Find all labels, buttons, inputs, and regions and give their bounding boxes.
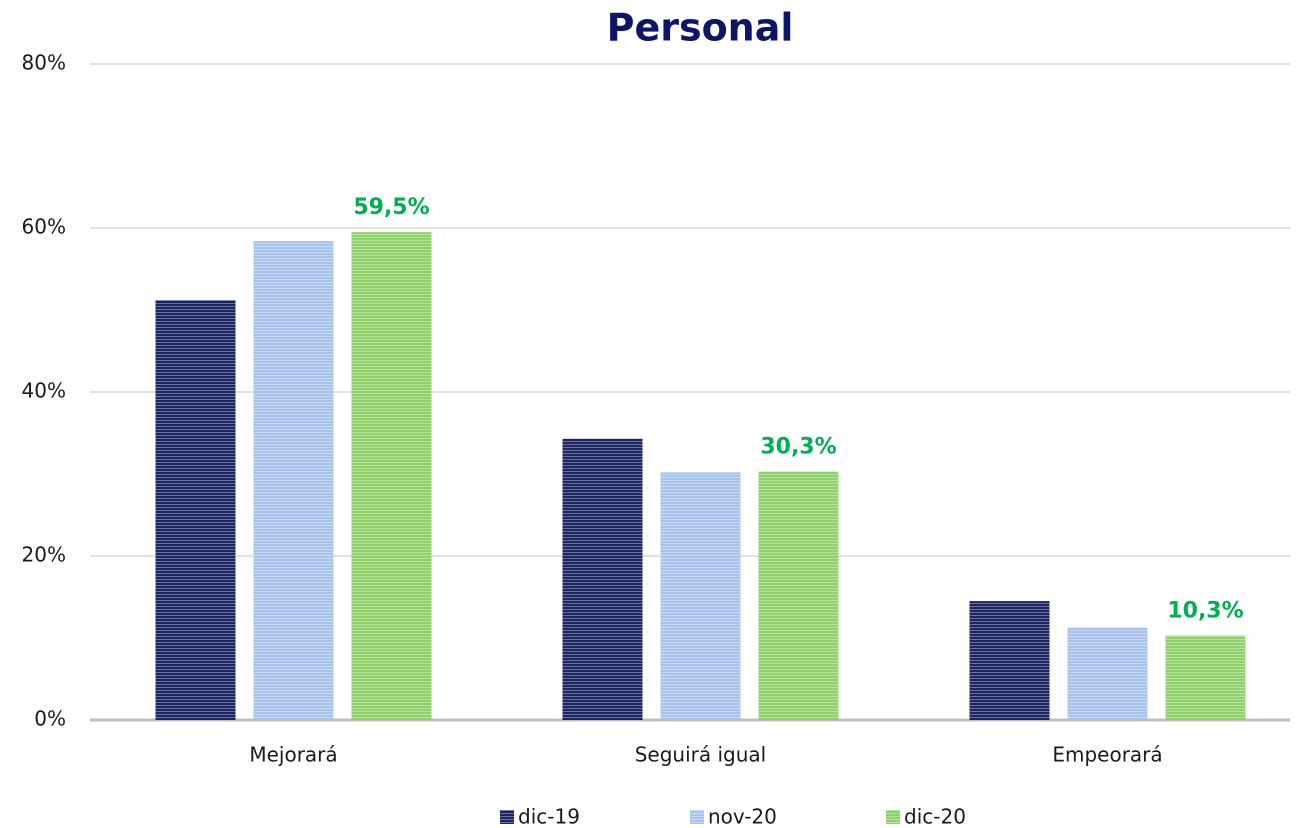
legend-swatch: [886, 810, 900, 824]
legend-swatch: [690, 810, 704, 824]
bar: [969, 601, 1050, 720]
bar: [155, 300, 236, 720]
x-tick-label: Mejorará: [249, 743, 337, 767]
y-tick-label: 40%: [22, 379, 66, 403]
y-tick-label: 80%: [22, 51, 66, 75]
chart-title: Personal: [607, 6, 794, 50]
y-tick-label: 60%: [22, 215, 66, 239]
bar: [253, 241, 334, 720]
bar: [660, 472, 741, 720]
x-tick-label: Seguirá igual: [635, 743, 767, 767]
bar: [758, 471, 839, 720]
bar: [1165, 635, 1246, 720]
bar: [351, 232, 432, 720]
legend-label: dic-20: [904, 805, 966, 828]
legend-label: nov-20: [708, 805, 777, 828]
y-tick-label: 20%: [22, 543, 66, 567]
bar: [1067, 627, 1148, 720]
x-tick-label: Empeorará: [1052, 743, 1162, 767]
data-label: 30,3%: [760, 435, 836, 460]
bar: [562, 438, 643, 720]
y-tick-label: 0%: [34, 707, 66, 731]
legend-label: dic-19: [518, 805, 580, 828]
data-label: 59,5%: [353, 195, 429, 220]
data-label: 10,3%: [1167, 599, 1243, 624]
legend-swatch: [500, 810, 514, 824]
